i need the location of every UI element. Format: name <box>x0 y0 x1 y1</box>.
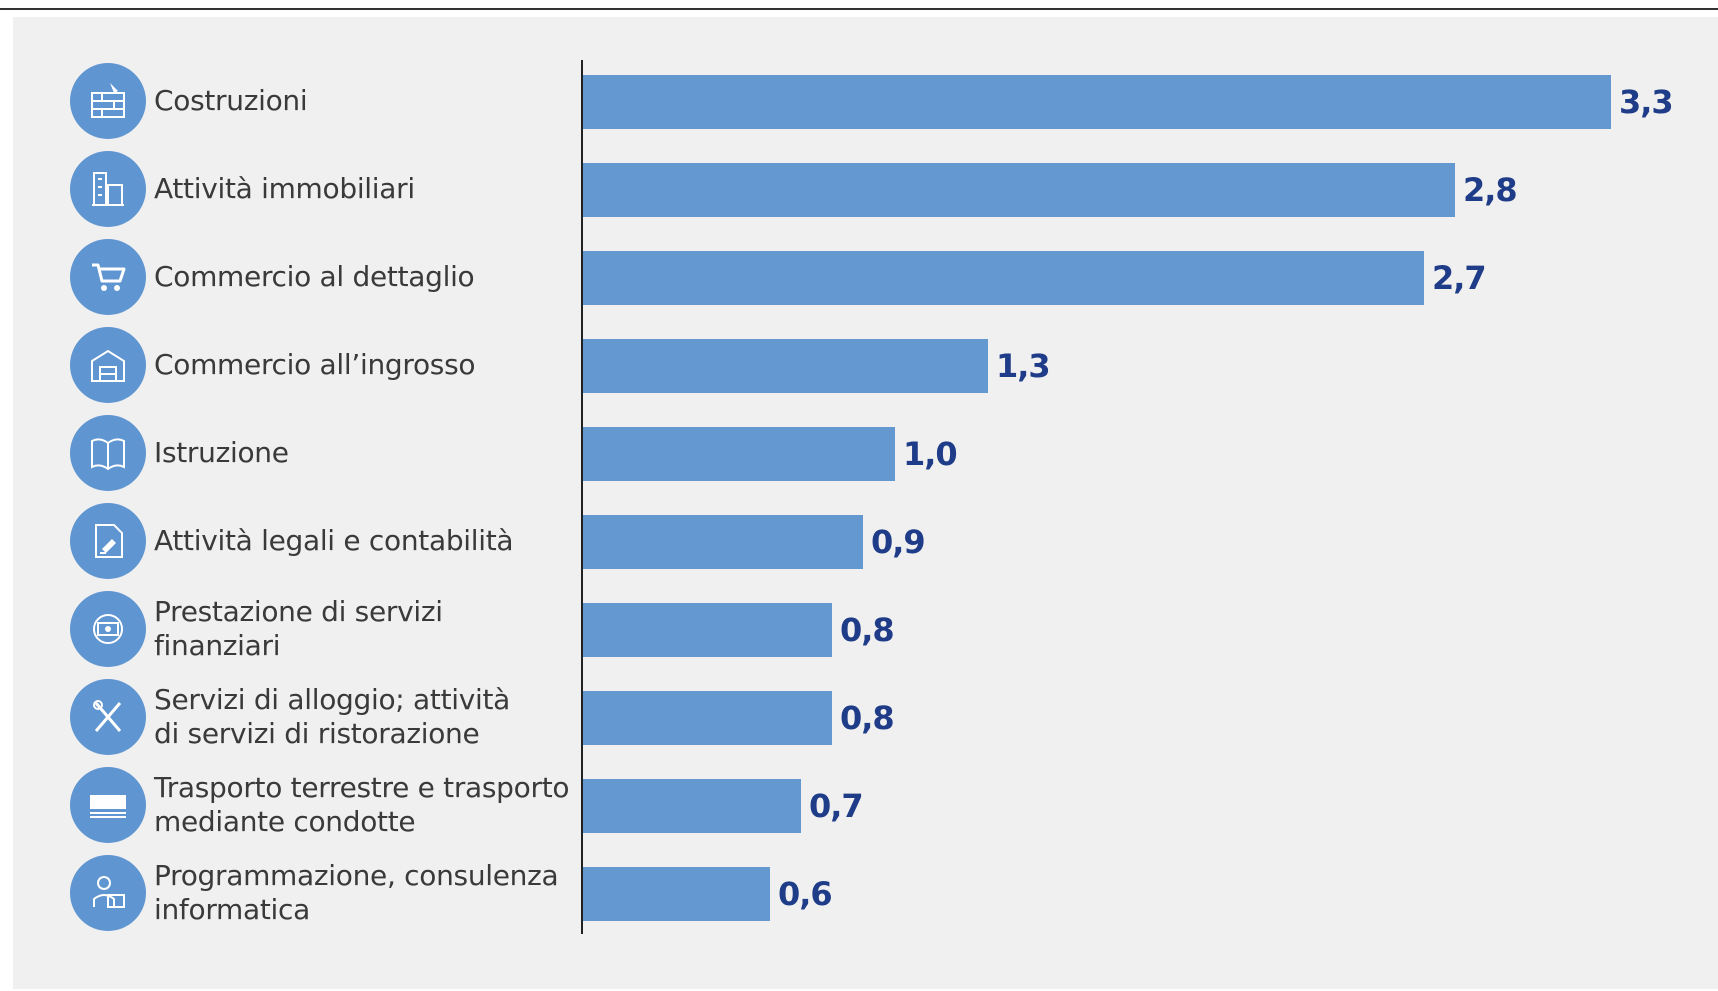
category-label-line: Costruzioni <box>154 84 308 117</box>
shopping-cart-icon <box>70 239 146 315</box>
bar <box>583 75 1611 129</box>
value-label: 0,7 <box>809 787 864 825</box>
category-label: Programmazione, consulenza informatica <box>154 849 574 937</box>
chart-row: Programmazione, consulenza informatica 0,6 <box>0 849 1718 937</box>
category-label-line: Attività immobiliari <box>154 172 415 205</box>
category-label: Attività legali e contabilità <box>154 497 574 585</box>
category-label-line: mediante condotte <box>154 805 416 838</box>
category-label-line: informatica <box>154 893 310 926</box>
value-label: 2,8 <box>1463 171 1518 209</box>
category-label: Servizi di alloggio; attività di servizi … <box>154 673 574 761</box>
fork-knife-icon <box>70 679 146 755</box>
buildings-icon <box>70 151 146 227</box>
bar <box>583 691 832 745</box>
chart-row: Commercio all’ingrosso 1,3 <box>0 321 1718 409</box>
bar <box>583 427 895 481</box>
category-label-line: Servizi di alloggio; attività <box>154 683 511 716</box>
finance-icon <box>70 591 146 667</box>
value-label: 3,3 <box>1619 83 1674 121</box>
chart-row: Costruzioni 3,3 <box>0 57 1718 145</box>
category-label: Costruzioni <box>154 57 574 145</box>
developer-icon <box>70 855 146 931</box>
chart-row: Prestazione di servizi finanziari 0,8 <box>0 585 1718 673</box>
bar <box>583 603 832 657</box>
category-label-line: Programmazione, consulenza <box>154 859 559 892</box>
bar <box>583 163 1455 217</box>
category-label-line: di servizi di ristorazione <box>154 717 480 750</box>
bar <box>583 339 988 393</box>
bar <box>583 251 1424 305</box>
value-label: 2,7 <box>1432 259 1487 297</box>
category-label-line: Commercio al dettaglio <box>154 260 475 293</box>
category-label: Prestazione di servizi finanziari <box>154 585 574 673</box>
category-label: Attività immobiliari <box>154 145 574 233</box>
category-label-line: Prestazione di servizi finanziari <box>154 595 443 662</box>
value-label: 0,6 <box>778 875 833 913</box>
chart-row: Trasporto terrestre e trasporto mediante … <box>0 761 1718 849</box>
chart-row: Attività legali e contabilità 0,9 <box>0 497 1718 585</box>
truck-icon <box>70 767 146 843</box>
bar <box>583 867 770 921</box>
legal-document-icon <box>70 503 146 579</box>
category-label: Istruzione <box>154 409 574 497</box>
bar <box>583 515 863 569</box>
category-label: Commercio al dettaglio <box>154 233 574 321</box>
chart-row: Istruzione 1,0 <box>0 409 1718 497</box>
value-label: 1,0 <box>903 435 958 473</box>
construction-icon <box>70 63 146 139</box>
y-axis-line <box>581 60 583 934</box>
value-label: 0,8 <box>840 611 895 649</box>
category-label: Commercio all’ingrosso <box>154 321 574 409</box>
category-label-line: Attività legali e contabilità <box>154 524 514 557</box>
category-label-line: Istruzione <box>154 436 289 469</box>
warehouse-icon <box>70 327 146 403</box>
chart-row: Servizi di alloggio; attività di servizi … <box>0 673 1718 761</box>
chart-row: Commercio al dettaglio 2,7 <box>0 233 1718 321</box>
value-label: 0,8 <box>840 699 895 737</box>
category-label-line: Trasporto terrestre e trasporto <box>154 771 570 804</box>
value-label: 0,9 <box>871 523 926 561</box>
category-label-line: Commercio all’ingrosso <box>154 348 476 381</box>
category-label: Trasporto terrestre e trasporto mediante … <box>154 761 574 849</box>
top-rule <box>0 8 1718 10</box>
bar <box>583 779 801 833</box>
chart-row: Attività immobiliari 2,8 <box>0 145 1718 233</box>
book-icon <box>70 415 146 491</box>
value-label: 1,3 <box>996 347 1051 385</box>
